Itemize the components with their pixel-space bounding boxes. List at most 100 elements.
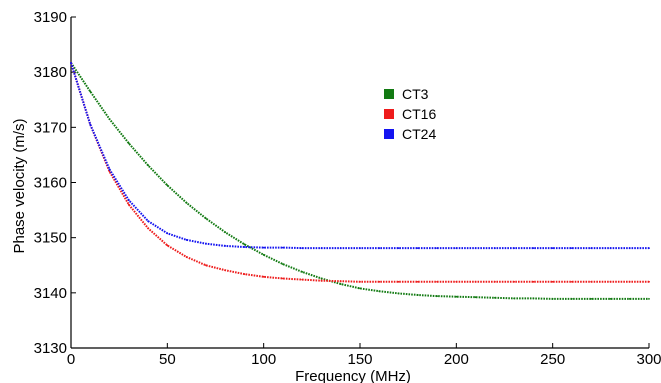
data-point-ct24: [166, 232, 169, 235]
legend-swatch-ct3: [384, 89, 394, 99]
data-point-ct16: [359, 280, 361, 283]
data-point-ct24: [513, 247, 515, 250]
data-point-ct16: [378, 280, 381, 283]
data-point-ct24: [243, 246, 246, 248]
data-point-ct24: [378, 247, 381, 250]
data-point-ct24: [494, 247, 496, 250]
data-point-ct24: [127, 199, 130, 202]
x-tick-label: 300: [636, 351, 661, 368]
data-point-ct16: [127, 203, 130, 206]
data-point-ct3: [648, 298, 650, 300]
data-point-ct24: [609, 247, 612, 250]
data-point-ct16: [532, 280, 535, 283]
data-point-ct24: [108, 168, 111, 171]
y-tick-label: 3170: [34, 119, 67, 136]
data-point-ct3: [609, 298, 612, 300]
series-layer: [70, 61, 650, 300]
data-point-ct24: [89, 123, 92, 126]
data-point-ct24: [205, 242, 207, 245]
data-point-ct16: [455, 280, 458, 283]
data-point-ct3: [339, 283, 342, 285]
data-point-ct24: [628, 247, 631, 250]
data-point-ct16: [474, 280, 477, 283]
data-point-ct3: [628, 298, 631, 300]
data-point-ct16: [628, 280, 631, 283]
y-tick-label: 3150: [34, 230, 67, 247]
data-point-ct24: [551, 247, 554, 250]
data-point-ct3: [127, 142, 130, 145]
data-point-ct3: [416, 294, 419, 296]
data-point-ct24: [455, 247, 458, 250]
data-point-ct3: [378, 290, 381, 293]
x-tick-label: 200: [444, 351, 469, 368]
data-point-ct3: [455, 295, 458, 298]
data-point-ct24: [474, 247, 477, 250]
legend: CT3 CT16 CT24: [384, 86, 436, 142]
data-point-ct3: [436, 295, 438, 297]
legend-label-ct16: CT16: [402, 106, 436, 122]
data-point-ct24: [648, 247, 650, 250]
data-point-ct3: [89, 90, 92, 93]
data-point-ct24: [70, 61, 72, 64]
data-point-ct16: [301, 278, 304, 281]
data-point-ct24: [262, 246, 265, 249]
data-point-ct3: [301, 271, 304, 273]
data-point-ct16: [551, 280, 554, 283]
data-point-ct16: [320, 279, 323, 282]
data-point-ct3: [590, 298, 593, 300]
data-point-ct16: [282, 277, 284, 280]
data-point-ct16: [648, 280, 650, 283]
y-tick-label: 3160: [34, 175, 67, 192]
data-point-ct3: [474, 296, 477, 299]
data-point-ct16: [436, 280, 438, 283]
data-point-ct24: [397, 247, 400, 250]
series-line-ct24: [70, 62, 649, 250]
x-tick-label: 50: [159, 351, 176, 368]
y-tick-label: 3180: [34, 64, 67, 81]
data-point-ct24: [571, 247, 573, 250]
x-tick-label: 150: [347, 351, 372, 368]
data-point-ct24: [436, 247, 438, 250]
legend-swatch-ct24: [384, 129, 394, 139]
data-point-ct3: [282, 263, 284, 265]
data-point-ct3: [320, 277, 323, 280]
x-tick-label: 100: [251, 351, 276, 368]
legend-label-ct3: CT3: [402, 86, 429, 102]
legend-label-ct24: CT24: [402, 126, 436, 142]
data-point-ct16: [147, 227, 150, 230]
data-point-ct16: [243, 273, 246, 275]
data-point-ct3: [571, 298, 573, 300]
data-point-ct3: [185, 202, 188, 204]
data-point-ct24: [185, 239, 188, 241]
data-point-ct16: [609, 280, 612, 283]
data-point-ct3: [205, 217, 207, 220]
data-point-ct16: [166, 244, 169, 247]
data-point-ct3: [243, 243, 246, 246]
data-point-ct16: [185, 256, 188, 258]
data-point-ct24: [147, 220, 150, 223]
data-point-ct24: [590, 247, 593, 250]
data-point-ct16: [397, 280, 400, 283]
y-tick-label: 3190: [34, 9, 67, 26]
data-point-ct24: [320, 247, 323, 250]
x-tick-label: 0: [67, 351, 75, 368]
data-point-ct16: [590, 280, 593, 283]
data-point-ct16: [262, 275, 265, 278]
data-point-ct16: [416, 280, 419, 283]
data-point-ct3: [166, 184, 169, 187]
data-point-ct24: [282, 246, 284, 249]
x-tick-label: 250: [540, 351, 565, 368]
data-point-ct16: [571, 280, 573, 283]
data-point-ct3: [359, 287, 361, 290]
data-point-ct3: [532, 297, 535, 300]
data-point-ct24: [339, 247, 342, 250]
y-axis-label: Phase velocity (m/s): [11, 118, 28, 253]
data-point-ct16: [494, 280, 496, 283]
data-point-ct3: [551, 298, 554, 300]
data-point-ct16: [513, 280, 515, 283]
plot-axes: 3130 3140 3150 3160 3170 3180 3190 0 50 100 150 200…: [34, 9, 661, 368]
data-point-ct3: [147, 164, 150, 167]
data-point-ct24: [224, 245, 227, 247]
data-point-ct16: [108, 170, 111, 173]
